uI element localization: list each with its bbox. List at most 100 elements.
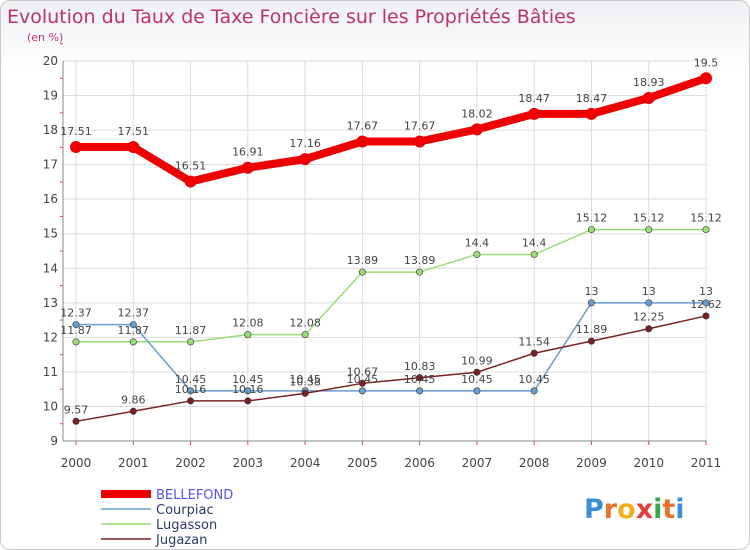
data-label: 10.16 <box>232 383 264 396</box>
data-point <box>413 135 426 148</box>
data-point <box>129 407 137 415</box>
data-label: 18.02 <box>461 107 493 120</box>
y-tick-label: 16 <box>43 192 58 206</box>
data-label: 13 <box>584 285 598 298</box>
data-point <box>244 397 252 405</box>
data-point <box>702 299 710 307</box>
y-tick-label: 20 <box>43 54 58 68</box>
x-tick-label: 2005 <box>347 456 378 470</box>
gridlines <box>63 60 707 442</box>
data-point <box>470 123 483 136</box>
legend-label: Jugazan <box>155 533 207 548</box>
data-point <box>299 153 312 166</box>
x-tick-label: 2009 <box>576 456 607 470</box>
data-label: 10.83 <box>404 360 436 373</box>
y-tick-label: 17 <box>43 158 58 172</box>
data-point <box>184 175 197 188</box>
data-point <box>241 161 254 174</box>
y-tick-label: 12 <box>43 330 58 344</box>
data-label: 12.37 <box>60 307 92 320</box>
data-label: 10.38 <box>289 375 321 388</box>
legend-label: BELLEFOND <box>156 488 233 503</box>
data-point <box>416 387 424 395</box>
data-label: 17.51 <box>118 125 150 138</box>
data-point <box>129 338 137 346</box>
data-point <box>587 226 595 234</box>
data-label: 12.08 <box>289 317 321 330</box>
x-tick-label: 2000 <box>61 456 92 470</box>
data-label: 14.4 <box>465 236 490 249</box>
data-label: 9.57 <box>64 403 89 416</box>
data-point <box>129 321 137 329</box>
x-tick-label: 2003 <box>233 456 264 470</box>
x-tick-label: 2010 <box>633 456 664 470</box>
data-label: 10.45 <box>518 373 550 386</box>
data-point <box>473 387 481 395</box>
chart-subtitle: (en %) <box>27 31 63 44</box>
data-label: 11.54 <box>518 335 550 348</box>
data-point <box>530 250 538 258</box>
data-point <box>702 226 710 234</box>
x-tick-label: 2006 <box>404 456 435 470</box>
data-point <box>702 312 710 320</box>
data-point <box>70 141 82 154</box>
data-label: 11.87 <box>60 324 92 337</box>
logo-text: Proxiti <box>584 494 685 525</box>
data-point <box>645 325 653 333</box>
data-label: 18.47 <box>576 92 608 105</box>
y-tick-label: 10 <box>43 399 58 413</box>
legend-label: Courpiac <box>156 503 214 518</box>
data-label: 18.93 <box>633 76 665 89</box>
proxiti-logo: Proxiti <box>584 494 685 525</box>
y-tick-label: 18 <box>43 123 58 137</box>
data-point <box>528 107 541 120</box>
data-label: 17.67 <box>404 119 436 132</box>
data-label: 10.45 <box>404 373 436 386</box>
data-point <box>244 331 252 339</box>
data-label: 10.16 <box>175 383 207 396</box>
data-label: 16.51 <box>175 160 207 173</box>
data-point <box>642 91 655 104</box>
data-label: 10.45 <box>461 373 493 386</box>
series-line-jugazan <box>75 315 707 423</box>
data-point <box>301 331 309 339</box>
x-tick-label: 2008 <box>519 456 550 470</box>
data-point <box>530 387 538 395</box>
data-label: 19.5 <box>694 56 719 69</box>
x-tick-label: 2002 <box>175 456 206 470</box>
data-label: 10.67 <box>347 365 379 378</box>
chart-title: Evolution du Taux de Taxe Foncière sur l… <box>7 6 576 28</box>
x-tick-label: 2007 <box>462 456 493 470</box>
data-label: 12.25 <box>633 311 665 324</box>
data-point <box>72 417 80 425</box>
data-label: 10.45 <box>347 373 379 386</box>
data-label: 9.86 <box>121 393 146 406</box>
data-label: 15.12 <box>690 212 722 225</box>
series-line-courpiac <box>75 302 707 392</box>
data-label: 10.45 <box>289 373 321 386</box>
data-point <box>645 226 653 234</box>
series-group: 17.51 17.51 16.51 16.91 17.16 17.67 17.67 18.02… <box>60 56 722 425</box>
data-label: 10.45 <box>175 373 207 386</box>
data-point <box>358 379 366 387</box>
data-point <box>358 268 366 276</box>
y-tick-label: 13 <box>43 296 58 310</box>
data-label: 13.89 <box>347 254 379 267</box>
y-tick-label: 9 <box>50 434 58 448</box>
data-point <box>358 387 366 395</box>
data-point <box>301 389 309 397</box>
data-point <box>530 349 538 357</box>
data-label: 13.89 <box>404 254 436 267</box>
data-label: 14.4 <box>522 236 547 249</box>
data-label: 13 <box>699 285 713 298</box>
axes: 9 10 11 12 13 14 15 16 17 18 19 20 2000 2001 2002 2003 2… <box>43 43 721 470</box>
series-line-bellefond <box>72 74 710 186</box>
data-point <box>416 374 424 382</box>
data-label: 10.45 <box>232 373 264 386</box>
y-tick-label: 11 <box>43 365 58 379</box>
y-tick-label: 19 <box>43 89 58 103</box>
data-point <box>473 368 481 376</box>
